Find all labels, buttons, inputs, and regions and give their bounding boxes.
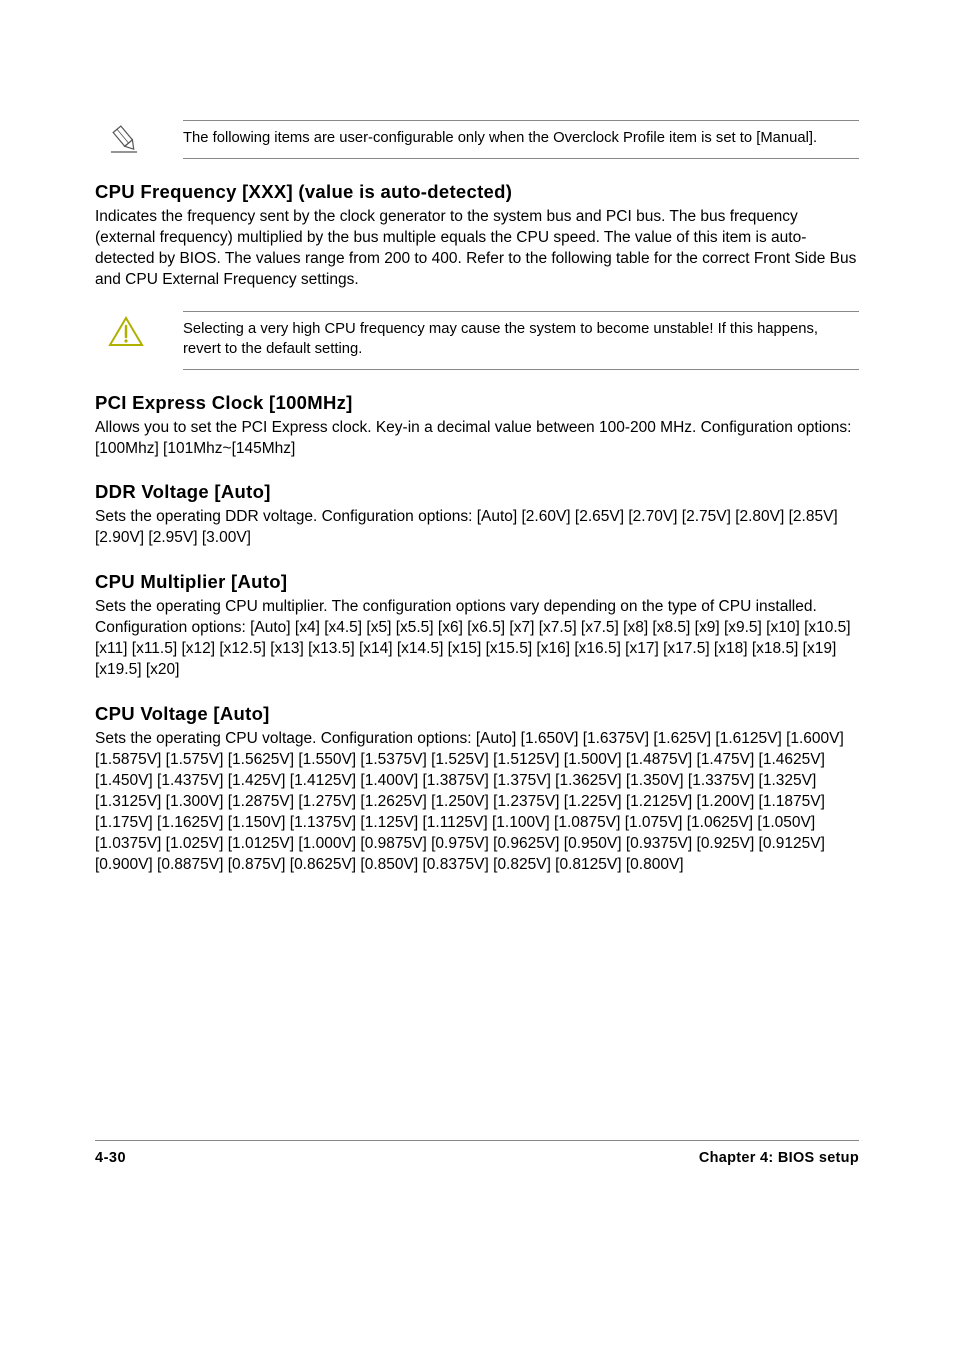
note-text-container-2: Selecting a very high CPU frequency may …: [183, 311, 859, 370]
section-ddr-voltage: DDR Voltage [Auto] Sets the operating DD…: [95, 481, 859, 549]
heading-ddr-voltage: DDR Voltage [Auto]: [95, 481, 859, 503]
heading-pci-express: PCI Express Clock [100MHz]: [95, 392, 859, 414]
heading-cpu-voltage: CPU Voltage [Auto]: [95, 703, 859, 725]
footer-page-number: 4-30: [95, 1150, 126, 1166]
footer-chapter: Chapter 4: BIOS setup: [699, 1150, 859, 1166]
heading-cpu-frequency: CPU Frequency [XXX] (value is auto-detec…: [95, 181, 859, 203]
section-pci-express: PCI Express Clock [100MHz] Allows you to…: [95, 392, 859, 460]
note-text-1: The following items are user-configurabl…: [183, 129, 859, 149]
body-cpu-voltage: Sets the operating CPU voltage. Configur…: [95, 729, 859, 875]
body-ddr-voltage: Sets the operating DDR voltage. Configur…: [95, 507, 859, 549]
pencil-icon: [103, 120, 148, 156]
body-cpu-multiplier: Sets the operating CPU multiplier. The c…: [95, 597, 859, 681]
note-block-2: Selecting a very high CPU frequency may …: [95, 311, 859, 370]
section-cpu-frequency: CPU Frequency [XXX] (value is auto-detec…: [95, 181, 859, 291]
page-footer: 4-30 Chapter 4: BIOS setup: [95, 1140, 859, 1166]
note-text-2: Selecting a very high CPU frequency may …: [183, 320, 859, 360]
body-pci-express: Allows you to set the PCI Express clock.…: [95, 418, 859, 460]
note-text-container: The following items are user-configurabl…: [183, 120, 859, 159]
section-cpu-multiplier: CPU Multiplier [Auto] Sets the operating…: [95, 571, 859, 681]
section-cpu-voltage: CPU Voltage [Auto] Sets the operating CP…: [95, 703, 859, 875]
note-block-1: The following items are user-configurabl…: [95, 120, 859, 159]
body-cpu-frequency: Indicates the frequency sent by the cloc…: [95, 207, 859, 291]
heading-cpu-multiplier: CPU Multiplier [Auto]: [95, 571, 859, 593]
warning-icon: [103, 311, 148, 349]
